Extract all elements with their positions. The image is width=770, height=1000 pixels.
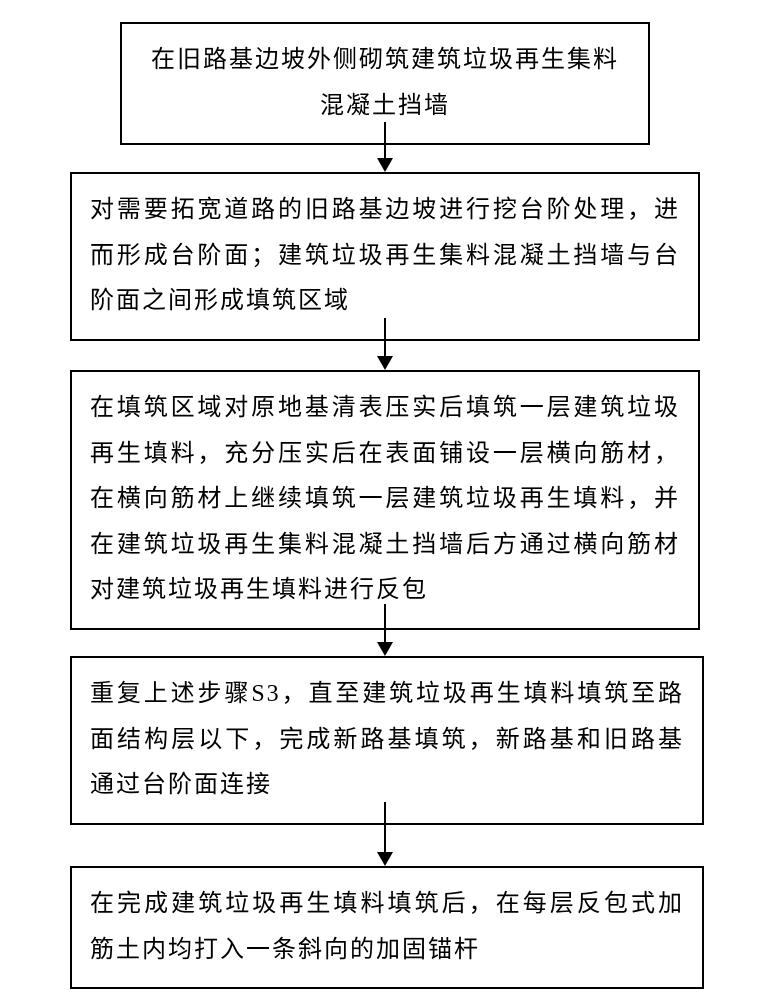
arrow-3-line: [384, 604, 386, 642]
flow-step-5-text: 在完成建筑垃圾再生填料填筑后，在每层反包式加筋土内均打入一条斜向的加固锚杆: [90, 891, 684, 963]
flowchart-canvas: 在旧路基边坡外侧砌筑建筑垃圾再生集料混凝土挡墙 对需要拓宽道路的旧路基边坡进行挖…: [0, 0, 770, 1000]
arrow-2-line: [384, 318, 386, 356]
arrow-2-head: [377, 356, 393, 370]
flow-step-3: 在填筑区域对原地基清表压实后填筑一层建筑垃圾再生填料，充分压实后在表面铺设一层横…: [70, 370, 700, 630]
arrow-4-line: [384, 802, 386, 852]
flow-step-1-text: 在旧路基边坡外侧砌筑建筑垃圾再生集料混凝土挡墙: [151, 47, 619, 119]
flow-step-2-text: 对需要拓宽道路的旧路基边坡进行挖台阶处理，进而形成台阶面；建筑垃圾再生集料混凝土…: [90, 197, 680, 314]
flow-step-4: 重复上述步骤S3，直至建筑垃圾再生填料填筑至路面结构层以下，完成新路基填筑，新路…: [70, 656, 704, 825]
arrow-4-head: [377, 852, 393, 866]
arrow-3-head: [377, 642, 393, 656]
flow-step-2: 对需要拓宽道路的旧路基边坡进行挖台阶处理，进而形成台阶面；建筑垃圾再生集料混凝土…: [70, 172, 700, 341]
flow-step-3-text: 在填筑区域对原地基清表压实后填筑一层建筑垃圾再生填料，充分压实后在表面铺设一层横…: [90, 395, 680, 603]
flow-step-4-text: 重复上述步骤S3，直至建筑垃圾再生填料填筑至路面结构层以下，完成新路基填筑，新路…: [90, 681, 684, 798]
flow-step-5: 在完成建筑垃圾再生填料填筑后，在每层反包式加筋土内均打入一条斜向的加固锚杆: [70, 866, 704, 989]
arrow-1-line: [384, 122, 386, 158]
arrow-1-head: [377, 158, 393, 172]
